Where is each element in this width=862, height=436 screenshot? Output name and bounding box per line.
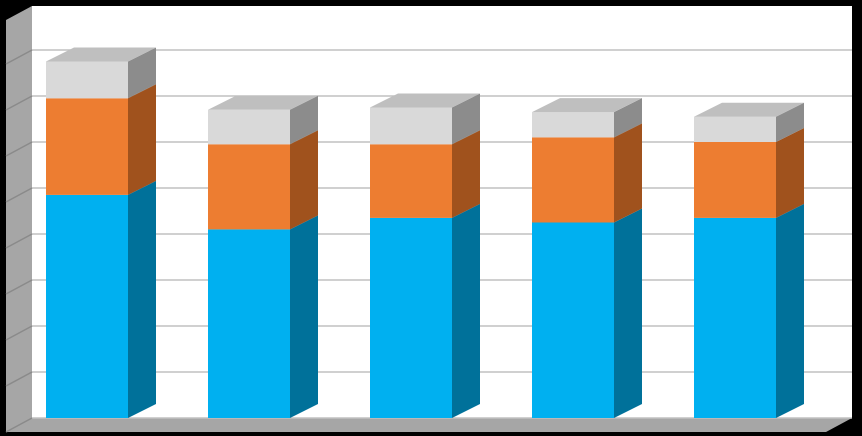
side-gridline — [5, 371, 33, 387]
bar-top — [532, 98, 642, 113]
bar-segment-side — [614, 123, 642, 223]
side-gridline — [5, 325, 33, 341]
bar-segment-side — [452, 130, 480, 218]
bar-stack — [532, 98, 642, 418]
bars — [46, 47, 804, 418]
bar-segment — [46, 98, 128, 195]
side-gridline — [5, 95, 33, 111]
bar-segment-side — [290, 130, 318, 230]
side-gridline — [5, 279, 33, 295]
bar-stack — [370, 93, 480, 418]
bar-segment-side — [128, 47, 156, 99]
side-gridline — [5, 49, 33, 65]
bar-segment — [46, 194, 128, 418]
bar-segment-side — [452, 93, 480, 145]
bar-segment-side — [614, 208, 642, 418]
side-gridline — [5, 233, 33, 249]
side-gridline — [5, 417, 33, 433]
side-gridline — [5, 141, 33, 157]
bar-stack — [46, 47, 156, 418]
bar-segment-side — [776, 102, 804, 142]
bar-segment — [532, 222, 614, 418]
bar-stack — [694, 102, 804, 418]
bar-stack — [208, 95, 318, 418]
side-wall — [6, 6, 32, 432]
floor — [6, 418, 852, 432]
bar-segment-side — [776, 203, 804, 418]
bar-segment — [694, 142, 776, 218]
bar-segment — [208, 109, 290, 145]
bar-segment — [694, 116, 776, 142]
bar-segment-side — [290, 215, 318, 418]
bar-top — [208, 95, 318, 110]
bar-segment-side — [290, 95, 318, 145]
bar-top — [370, 93, 480, 108]
bar-segment — [370, 144, 452, 218]
bar-segment-side — [452, 203, 480, 418]
bar-top — [46, 47, 156, 62]
side-gridline — [5, 187, 33, 203]
bar-segment — [208, 144, 290, 230]
bar-segment — [208, 229, 290, 418]
bar-segment-side — [128, 84, 156, 195]
bar-segment — [46, 61, 128, 99]
bar-segment — [370, 107, 452, 145]
bar-segment-side — [128, 180, 156, 418]
bar-segment — [532, 112, 614, 138]
bar-segment — [370, 217, 452, 418]
bar-segment — [694, 217, 776, 418]
bar-top — [694, 102, 804, 117]
bar-segment-side — [614, 98, 642, 138]
bar-segment-side — [776, 128, 804, 218]
bar-segment — [532, 137, 614, 223]
